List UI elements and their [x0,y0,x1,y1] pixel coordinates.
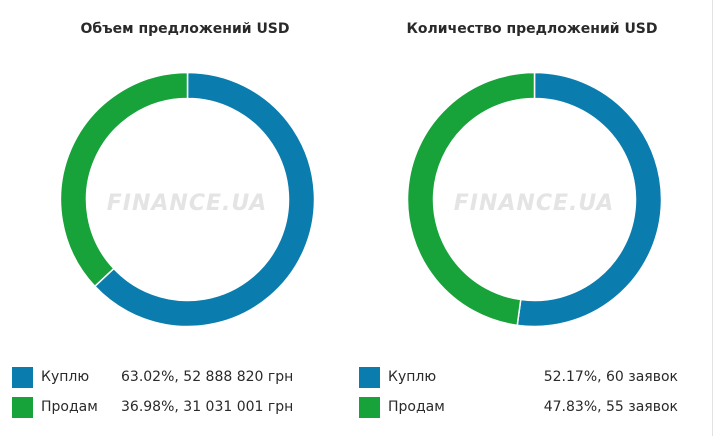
legend-swatch-sell [12,396,33,418]
legend-value-buy: 63.02%, 52 888 820 грн [121,369,294,385]
legend-label-buy: Куплю [388,369,437,385]
chart-title-volume: Объем предложений USD [80,21,290,37]
donut-slice-sell[interactable] [406,71,536,327]
legend-swatch-buy [12,366,33,388]
donut-chart-volume: FINANCE.UA [59,71,316,328]
legend-swatch-sell [359,396,380,418]
legend-item-sell: Продам 47.83%, 55 заявок [359,396,704,418]
legend-item-sell: Продам 36.98%, 31 031 001 грн [12,396,357,418]
chart-title-count: Количество предложений USD [406,21,658,37]
frame-border [712,0,713,436]
donut-slice-buy[interactable] [93,71,316,328]
donut-chart-count: FINANCE.UA [406,71,663,328]
legend-volume: Куплю 63.02%, 52 888 820 грн Продам 36.9… [12,366,357,426]
chart-panel-volume: Объем предложений USD FINANCE.UA Куплю 6… [10,0,360,436]
legend-count: Куплю 52.17%, 60 заявок Продам 47.83%, 5… [359,366,704,426]
legend-value-sell: 47.83%, 55 заявок [543,399,678,415]
watermark-logo: FINANCE.UA [107,191,268,216]
legend-value-sell: 36.98%, 31 031 001 грн [121,399,294,415]
watermark-logo: FINANCE.UA [454,191,615,216]
legend-item-buy: Куплю 63.02%, 52 888 820 грн [12,366,357,388]
legend-item-buy: Куплю 52.17%, 60 заявок [359,366,704,388]
legend-value-buy: 52.17%, 60 заявок [543,369,678,385]
chart-panel-count: Количество предложений USD FINANCE.UA Ку… [357,0,707,436]
donut-slice-buy[interactable] [516,71,663,328]
legend-label-buy: Куплю [41,369,90,385]
donut-slice-sell[interactable] [59,71,189,288]
legend-swatch-buy [359,366,380,388]
legend-label-sell: Продам [388,399,445,415]
legend-label-sell: Продам [41,399,98,415]
